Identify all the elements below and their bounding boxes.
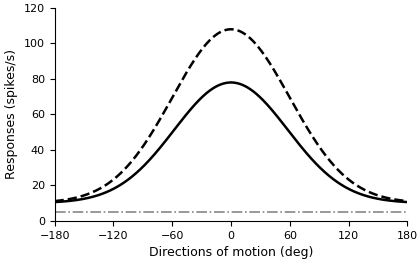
Y-axis label: Responses (spikes/s): Responses (spikes/s) — [5, 49, 18, 179]
X-axis label: Directions of motion (deg): Directions of motion (deg) — [149, 246, 313, 259]
